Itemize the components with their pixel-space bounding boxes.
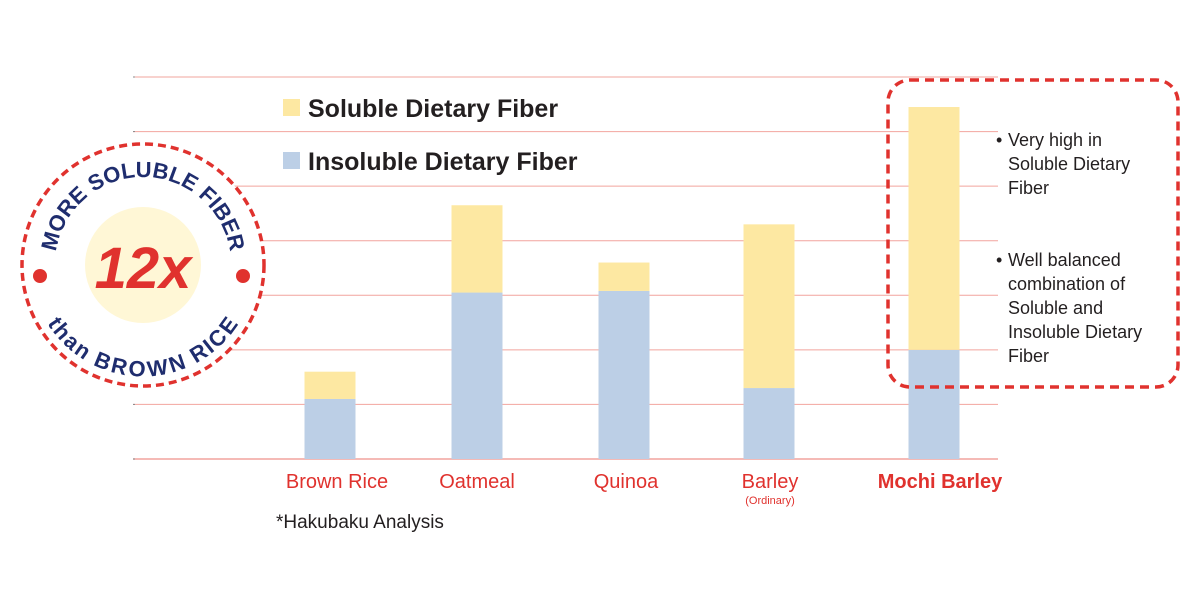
note-2-bullet: • [996,250,1002,270]
note-2-line-1: Well balanced [1008,250,1121,270]
x-axis-labels: Brown Rice Oatmeal Quinoa Barley (Ordina… [286,471,1003,507]
x-label-quinoa: Quinoa [594,471,659,493]
note-2-line-2: combination of [1008,274,1126,294]
note-1-line-1: Very high in [1008,130,1102,150]
x-label-mochi-barley: Mochi Barley [878,471,1003,493]
badge: MORE SOLUBLE FIBER than BROWN RICE 12x [20,142,266,388]
legend-swatch-insoluble [283,152,300,169]
bar-mochi-barley-soluble-dietary-fiber [908,107,960,350]
bar-brown-rice-soluble-dietary-fiber [304,371,356,399]
bar-brown-rice-insoluble-dietary-fiber [304,398,356,459]
bar-quinoa-soluble-dietary-fiber [598,262,650,291]
bar-barley-insoluble-dietary-fiber [743,388,795,459]
grid-lines [133,76,998,460]
bar-oatmeal-soluble-dietary-fiber [451,205,503,293]
x-label-barley: Barley [742,471,799,493]
bars [304,107,960,459]
x-label-brown-rice: Brown Rice [286,471,388,493]
note-1-line-2: Soluble Dietary [1008,154,1130,174]
note-2-line-3: Soluble and [1008,298,1103,318]
highlight-box [886,78,1180,389]
badge-inner-circle [85,207,201,323]
bar-mochi-barley-insoluble-dietary-fiber [908,349,960,459]
legend: Soluble Dietary Fiber Insoluble Dietary … [283,95,578,176]
badge-multiplier: 12x [95,236,195,301]
note-1: • Very high in Soluble Dietary Fiber [996,130,1130,198]
badge-dot-right [236,269,250,283]
bar-barley-soluble-dietary-fiber [743,224,795,389]
bar-quinoa-insoluble-dietary-fiber [598,290,650,459]
legend-swatch-soluble [283,99,300,116]
legend-label-insoluble: Insoluble Dietary Fiber [308,148,578,176]
badge-dot-left [33,269,47,283]
note-2: • Well balanced combination of Soluble a… [996,250,1142,366]
annotation-notes: • Very high in Soluble Dietary Fiber • W… [996,130,1142,366]
note-2-line-5: Fiber [1008,346,1049,366]
note-2-line-4: Insoluble Dietary [1008,322,1142,342]
legend-label-soluble: Soluble Dietary Fiber [308,95,558,123]
note-1-bullet: • [996,130,1002,150]
x-label-oatmeal: Oatmeal [439,471,515,493]
bar-oatmeal-insoluble-dietary-fiber [451,292,503,459]
footnote: *Hakubaku Analysis [276,512,444,533]
note-1-line-3: Fiber [1008,178,1049,198]
x-sublabel-barley: (Ordinary) [745,495,795,507]
